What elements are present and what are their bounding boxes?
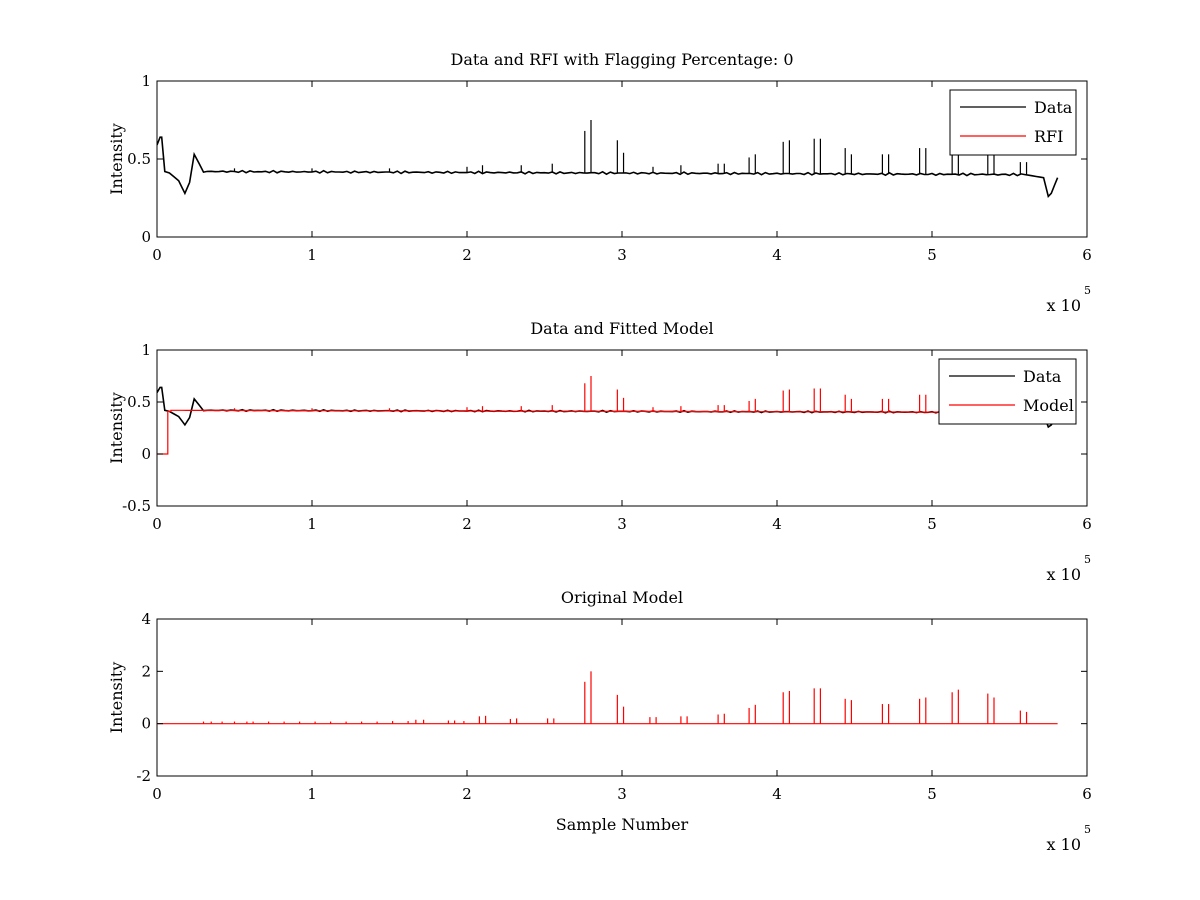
subplot-title: Data and Fitted Model (530, 319, 713, 338)
x-multiplier-exponent: 5 (1084, 553, 1091, 566)
x-tick-label: 0 (152, 246, 162, 264)
y-tick-label: 4 (141, 610, 151, 628)
y-tick-label: 1 (141, 72, 151, 90)
x-axis-label: Sample Number (556, 815, 689, 834)
y-tick-label: 0.5 (127, 393, 151, 411)
axes-box (156, 80, 1088, 238)
x-tick-label: 5 (927, 246, 937, 264)
x-tick-label: 3 (617, 246, 627, 264)
legend-label-rfi: RFI (1034, 127, 1063, 146)
x-tick-label: 4 (772, 515, 782, 533)
y-tick-label: 0.5 (127, 150, 151, 168)
y-axis-label: Intensity (107, 123, 126, 195)
x-tick-label: 4 (772, 246, 782, 264)
y-tick-label: 0 (141, 228, 151, 246)
x-tick-label: 3 (617, 785, 627, 803)
subplot-title: Data and RFI with Flagging Percentage: 0 (450, 50, 793, 69)
y-tick-label: 0 (141, 445, 151, 463)
x-tick-label: 1 (307, 515, 317, 533)
x-tick-label: 6 (1082, 246, 1092, 264)
x-multiplier-base: x 10 (1047, 565, 1081, 584)
x-tick-label: 2 (462, 785, 472, 803)
x-tick-label: 2 (462, 515, 472, 533)
x-multiplier-exponent: 5 (1084, 823, 1091, 836)
y-tick-label: 1 (141, 341, 151, 359)
plot-area (157, 120, 1059, 198)
x-tick-label: 2 (462, 246, 472, 264)
x-tick-label: 0 (152, 515, 162, 533)
series-line (157, 409, 1058, 455)
x-tick-label: 0 (152, 785, 162, 803)
series-model (157, 671, 1058, 725)
y-tick-label: -0.5 (122, 497, 151, 515)
legend-label-data: Data (1034, 98, 1073, 117)
x-tick-label: 6 (1082, 785, 1092, 803)
x-tick-label: 5 (927, 515, 937, 533)
subplot-title: Original Model (561, 588, 683, 607)
x-multiplier-base: x 10 (1047, 296, 1081, 315)
x-multiplier-base: x 10 (1047, 835, 1081, 854)
x-multiplier-exponent: 5 (1084, 284, 1091, 297)
legend-label-data: Data (1023, 367, 1062, 386)
legend-box (949, 89, 1077, 156)
y-tick-label: 2 (141, 662, 151, 680)
legend-label-model: Model (1023, 396, 1074, 415)
series-line (157, 136, 1059, 198)
axes-box (156, 618, 1088, 777)
x-tick-label: 4 (772, 785, 782, 803)
legend: Data RFI (949, 89, 1077, 156)
y-axis-label: Intensity (107, 662, 126, 734)
legend-box (938, 358, 1077, 425)
legend: Data Model (938, 358, 1077, 425)
y-axis-label: Intensity (107, 392, 126, 464)
series-data (157, 120, 1059, 198)
y-tick-label: 0 (141, 715, 151, 733)
x-tick-label: 6 (1082, 515, 1092, 533)
x-tick-label: 1 (307, 785, 317, 803)
subplot-1: 0 1 2 3 4 5 6 0 0.5 1 Data and RFI with Flagging P… (107, 50, 1092, 315)
plot-area (157, 671, 1058, 725)
x-tick-label: 1 (307, 246, 317, 264)
y-tick-label: -2 (136, 767, 151, 785)
x-tick-label: 3 (617, 515, 627, 533)
axes-box (156, 349, 1088, 507)
x-tick-label: 5 (927, 785, 937, 803)
